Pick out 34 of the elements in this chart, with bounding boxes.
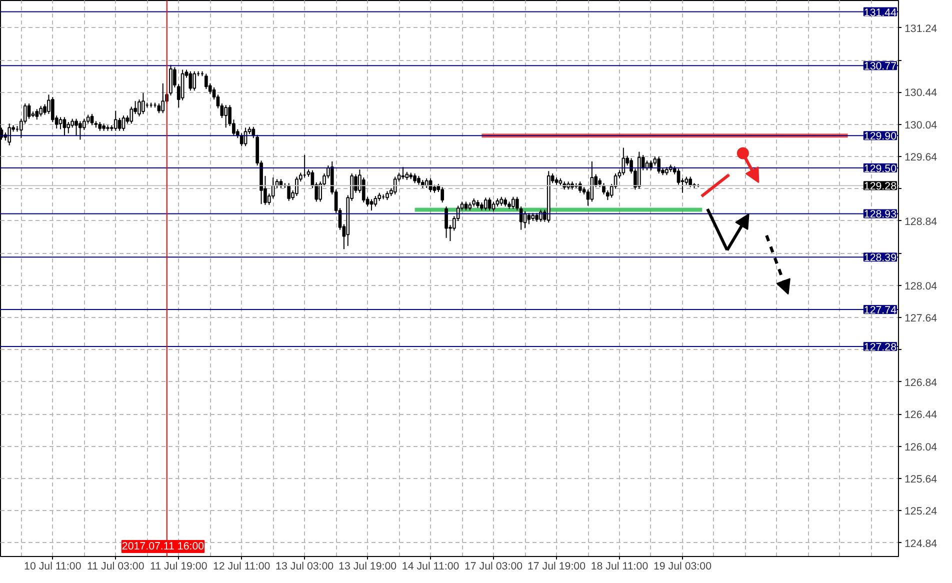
y-tick-label: 125.24	[904, 506, 938, 518]
x-tick-label: 19 Jul 03:00	[653, 560, 712, 572]
x-tick-label: 13 Jul 19:00	[338, 560, 397, 572]
ref-line-label: 127.28	[864, 341, 897, 354]
y-tick-label: 130.04	[904, 119, 938, 132]
x-tick-label: 12 Jul 11:00	[212, 560, 270, 572]
y-tick-label: 128.84	[904, 216, 938, 228]
y-tick-label: 128.04	[904, 280, 938, 292]
y-tick-label: 126.84	[904, 376, 938, 389]
ref-line-label: 128.93	[864, 208, 897, 221]
x-tick-label: 17 Jul 03:00	[464, 560, 523, 572]
x-tick-label: 10 Jul 11:00	[24, 560, 82, 572]
x-tick-label: 11 Jul 19:00	[150, 560, 208, 572]
ref-line-label: 129.28	[864, 180, 897, 193]
x-tick-label: 13 Jul 03:00	[276, 560, 334, 572]
y-tick-label: 129.64	[904, 152, 938, 164]
ref-line-label: 131.44	[864, 6, 897, 19]
x-tick-label: 17 Jul 19:00	[527, 560, 586, 572]
y-tick-label: 125.64	[904, 473, 938, 486]
x-tick-label: 18 Jul 11:00	[590, 560, 648, 572]
y-tick-label: 126.44	[904, 409, 938, 422]
x-tick-label: 11 Jul 03:00	[87, 560, 144, 572]
y-tick-label: 130.44	[904, 87, 938, 100]
y-tick-label: 124.84	[904, 538, 938, 550]
y-tick-label: 127.64	[904, 312, 938, 325]
y-tick-label: 126.04	[904, 441, 938, 454]
ref-line-label: 128.39	[864, 252, 897, 264]
y-tick-label: 131.24	[904, 22, 938, 35]
ref-line-label: 127.74	[864, 304, 897, 316]
ref-line-label: 129.90	[864, 130, 897, 143]
annotation: 2017.07.11 16:00	[122, 540, 204, 552]
ref-line-label: 129.50	[864, 162, 897, 175]
ref-line-label: 130.77	[864, 60, 897, 73]
x-tick-label: 14 Jul 11:00	[402, 560, 460, 572]
